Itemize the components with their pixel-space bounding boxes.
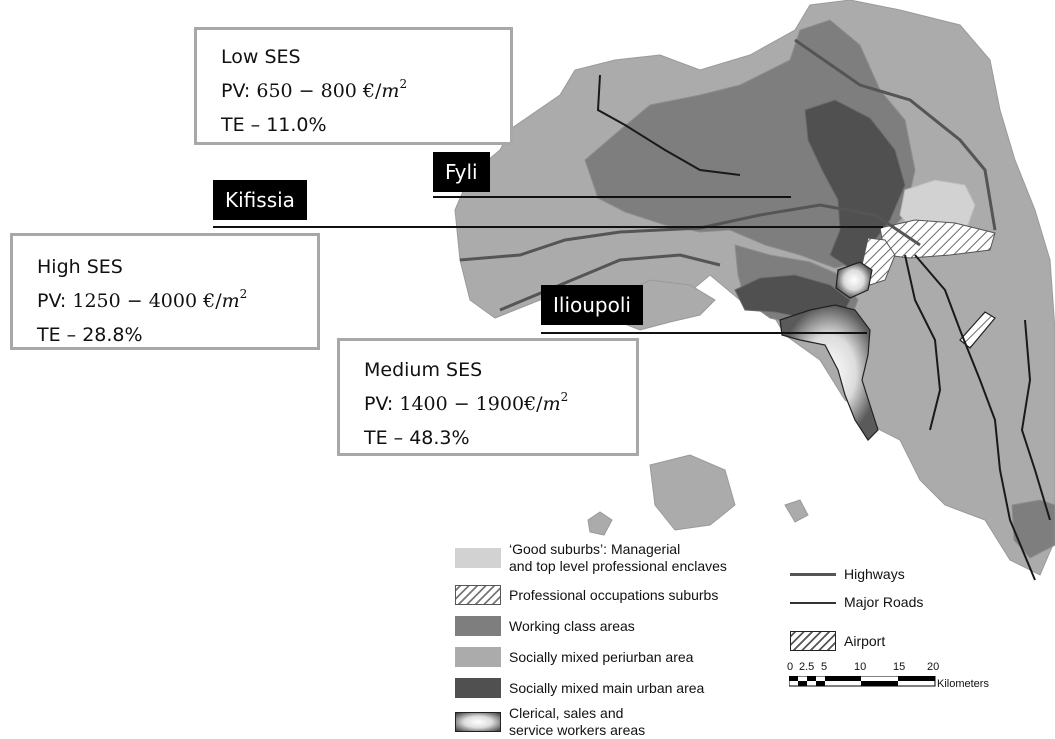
legend-clerical-swatch — [455, 712, 501, 732]
medium-ses-pv-exp: 2 — [560, 390, 569, 404]
high-ses-te: TE – 28.8% — [37, 324, 143, 346]
legend-airport: Airport — [790, 631, 885, 651]
small-island-2 — [784, 499, 809, 523]
legend-main-urban-label: Socially mixed main urban area — [509, 679, 705, 696]
high-ses-box: High SES PV: 1250 − 4000 €/m2 TE – 28.8% — [10, 233, 320, 350]
legend-good-suburbs-label: ‘Good suburbs’: Managerial — [509, 541, 681, 557]
major-road-east-2 — [1020, 319, 1051, 521]
legend-airport-label: Airport — [844, 632, 886, 649]
high-ses-pv-unit: m — [221, 290, 240, 312]
legend-clerical: Clerical, sales and service workers areas — [455, 705, 645, 739]
aegina-island — [649, 454, 736, 531]
medium-ses-box: Medium SES PV: 1400 − 1900€/m2 TE – 48.3… — [337, 338, 639, 456]
legend-main-urban-swatch — [455, 678, 501, 698]
legend-good-suburbs-swatch — [455, 548, 501, 568]
scale-bar: 0 2.5 5 10 15 20 Kilometers — [787, 661, 1002, 695]
legend-working-class-label: Working class areas — [509, 617, 635, 634]
major-road-north — [596, 74, 741, 176]
low-ses-pv-unit: m — [381, 80, 400, 102]
medium-ses-te: TE – 48.3% — [364, 427, 470, 449]
low-ses-pv-exp: 2 — [399, 77, 408, 91]
legend-highways-label: Highways — [844, 566, 905, 582]
low-ses-pv-label: PV: — [221, 80, 257, 102]
scale-tick-20: 20 — [927, 661, 940, 673]
legend-highways-line — [790, 573, 836, 576]
low-ses-title: Low SES — [221, 46, 301, 68]
scale-tick-10: 10 — [854, 661, 867, 673]
legend-clerical-label: Clerical, sales and — [509, 705, 624, 721]
medium-ses-pv-label: PV: — [364, 393, 400, 415]
medium-ses-title: Medium SES — [364, 359, 483, 381]
legend-major-roads: Major Roads — [790, 594, 923, 611]
fyli-label: Fyli — [433, 152, 490, 192]
low-ses-te: TE – 11.0% — [221, 114, 327, 136]
legend-working-class: Working class areas — [455, 616, 635, 636]
high-ses-pv-label: PV: — [37, 290, 73, 312]
clerical-areas-region — [779, 304, 879, 441]
scale-tick-5: 5 — [821, 661, 828, 673]
high-ses-pv-exp: 2 — [239, 287, 248, 301]
major-road-south — [904, 254, 942, 431]
fyli-leader-line — [433, 196, 791, 198]
scale-tick-0: 0 — [787, 661, 794, 673]
ilioupoli-label: Ilioupoli — [541, 285, 643, 325]
legend-periurban: Socially mixed periurban area — [455, 647, 693, 667]
legend-professional-swatch — [455, 585, 501, 605]
ilioupoli-leader-line — [541, 332, 867, 334]
legend-main-urban: Socially mixed main urban area — [455, 678, 704, 698]
scale-unit-label: Kilometers — [937, 678, 989, 690]
legend-good-suburbs-label-2: and top level professional enclaves — [509, 558, 727, 574]
low-ses-pv-range: 650 − 800 €/ — [256, 80, 382, 102]
legend-professional: Professional occupations suburbs — [455, 585, 718, 605]
highway-north — [794, 38, 997, 231]
scale-bar-graphic — [789, 676, 936, 687]
medium-ses-pv: PV: 1400 − 1900€/m2 — [364, 387, 636, 421]
legend-periurban-label: Socially mixed periurban area — [509, 648, 694, 665]
medium-ses-pv-unit: m — [542, 393, 561, 415]
low-ses-pv: PV: 650 − 800 €/m2 — [221, 74, 510, 108]
low-ses-box: Low SES PV: 650 − 800 €/m2 TE – 11.0% — [194, 27, 513, 145]
highway-coastal — [499, 253, 721, 312]
legend-good-suburbs: ‘Good suburbs’: Managerial and top level … — [455, 541, 727, 575]
legend-highways: Highways — [790, 566, 905, 583]
medium-ses-pv-range: 1400 − 1900€/ — [399, 393, 543, 415]
legend-major-roads-label: Major Roads — [844, 594, 924, 610]
kifissia-label: Kifissia — [213, 180, 307, 220]
legend-professional-label: Professional occupations suburbs — [509, 586, 719, 603]
scale-tick-2-5: 2.5 — [799, 661, 815, 673]
high-ses-pv-range: 1250 − 4000 €/ — [72, 290, 222, 312]
high-ses-pv: PV: 1250 − 4000 €/m2 — [37, 284, 317, 318]
clerical-areas-region-2 — [835, 261, 873, 299]
scale-tick-15: 15 — [893, 661, 906, 673]
legend-clerical-label-2: service workers areas — [509, 722, 646, 738]
high-ses-title: High SES — [37, 256, 123, 278]
small-island — [587, 511, 613, 536]
highway-west — [459, 203, 921, 262]
legend-airport-swatch — [790, 631, 836, 651]
working-class-southeast-region — [1011, 499, 1055, 559]
legend-major-roads-line — [790, 601, 836, 604]
kifissia-leader-line — [213, 226, 883, 228]
legend-working-class-swatch — [455, 616, 501, 636]
major-road-east — [914, 254, 1036, 581]
legend-periurban-swatch — [455, 647, 501, 667]
